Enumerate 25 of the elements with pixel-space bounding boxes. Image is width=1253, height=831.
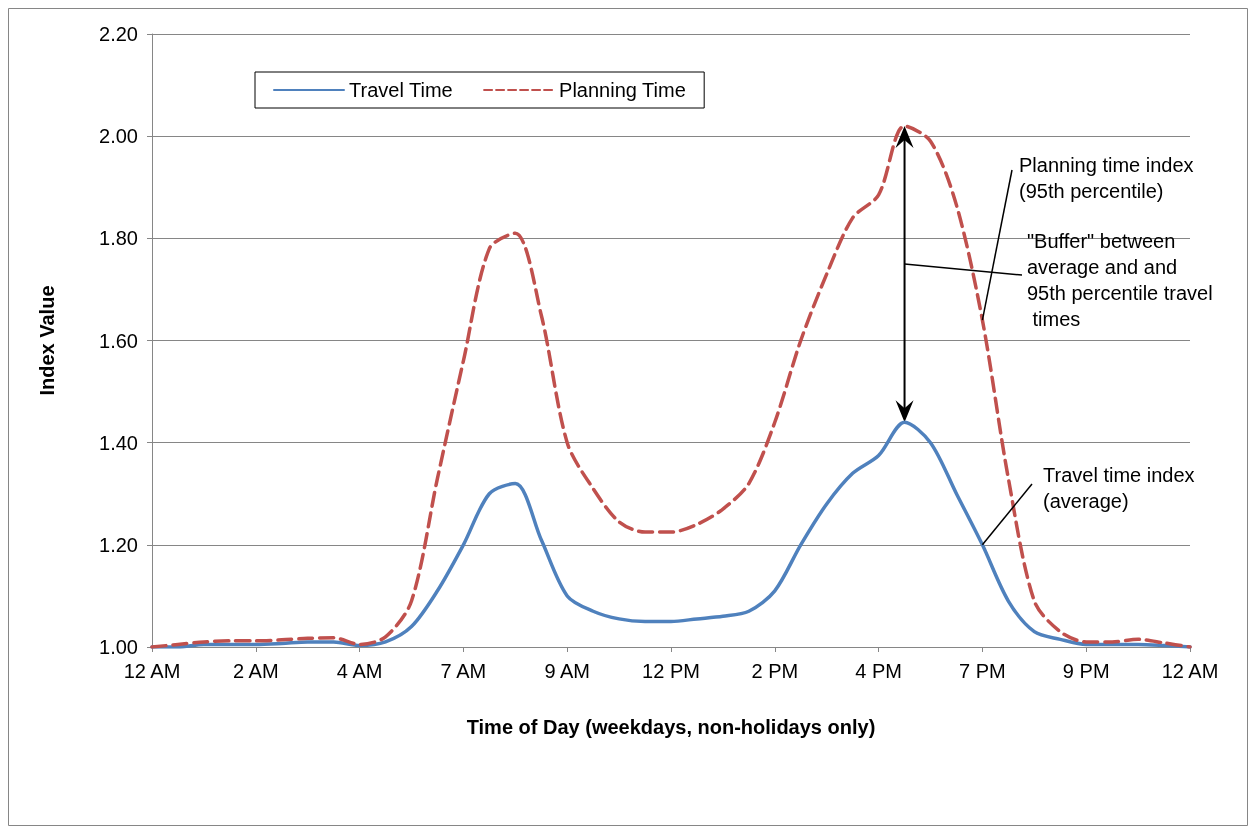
x-tick-label: 12 AM [1161, 660, 1219, 682]
x-tick-label: 9 AM [544, 660, 590, 682]
legend-label: Travel Time [349, 79, 453, 101]
y-tick-label: 2.20 [99, 23, 138, 45]
annotation: Travel time index (average) [1043, 464, 1201, 512]
x-tick-label: 2 PM [751, 660, 799, 682]
x-tick-label: 9 PM [1062, 660, 1110, 682]
annotation: "Buffer" between average and and 95th percentile travel times [1027, 230, 1213, 330]
y-tick-label: 1.00 [99, 636, 138, 658]
x-tick-label: 12 PM [642, 660, 700, 682]
x-tick-label: 4 PM [855, 660, 902, 682]
y-axis-title: Index Value [36, 285, 58, 396]
y-tick-label: 1.40 [99, 431, 138, 454]
x-tick-label: 12 AM [123, 660, 181, 682]
x-axis-title: Time of Day (weekdays, non-holidays only) [466, 716, 876, 738]
y-tick-label: 2.00 [99, 125, 138, 148]
y-tick-label: 1.80 [99, 227, 138, 250]
x-tick-label: 7 AM [440, 660, 487, 682]
x-tick-label: 7 PM [959, 660, 1006, 682]
legend-label: Planning Time [559, 79, 686, 101]
x-tick-label: 2 AM [233, 660, 279, 682]
y-tick-label: 1.60 [99, 329, 138, 352]
y-tick-label: 1.20 [99, 533, 138, 556]
x-tick-label: 4 AM [336, 660, 383, 682]
annotation: Planning time index (95th percentile) [1019, 154, 1200, 202]
